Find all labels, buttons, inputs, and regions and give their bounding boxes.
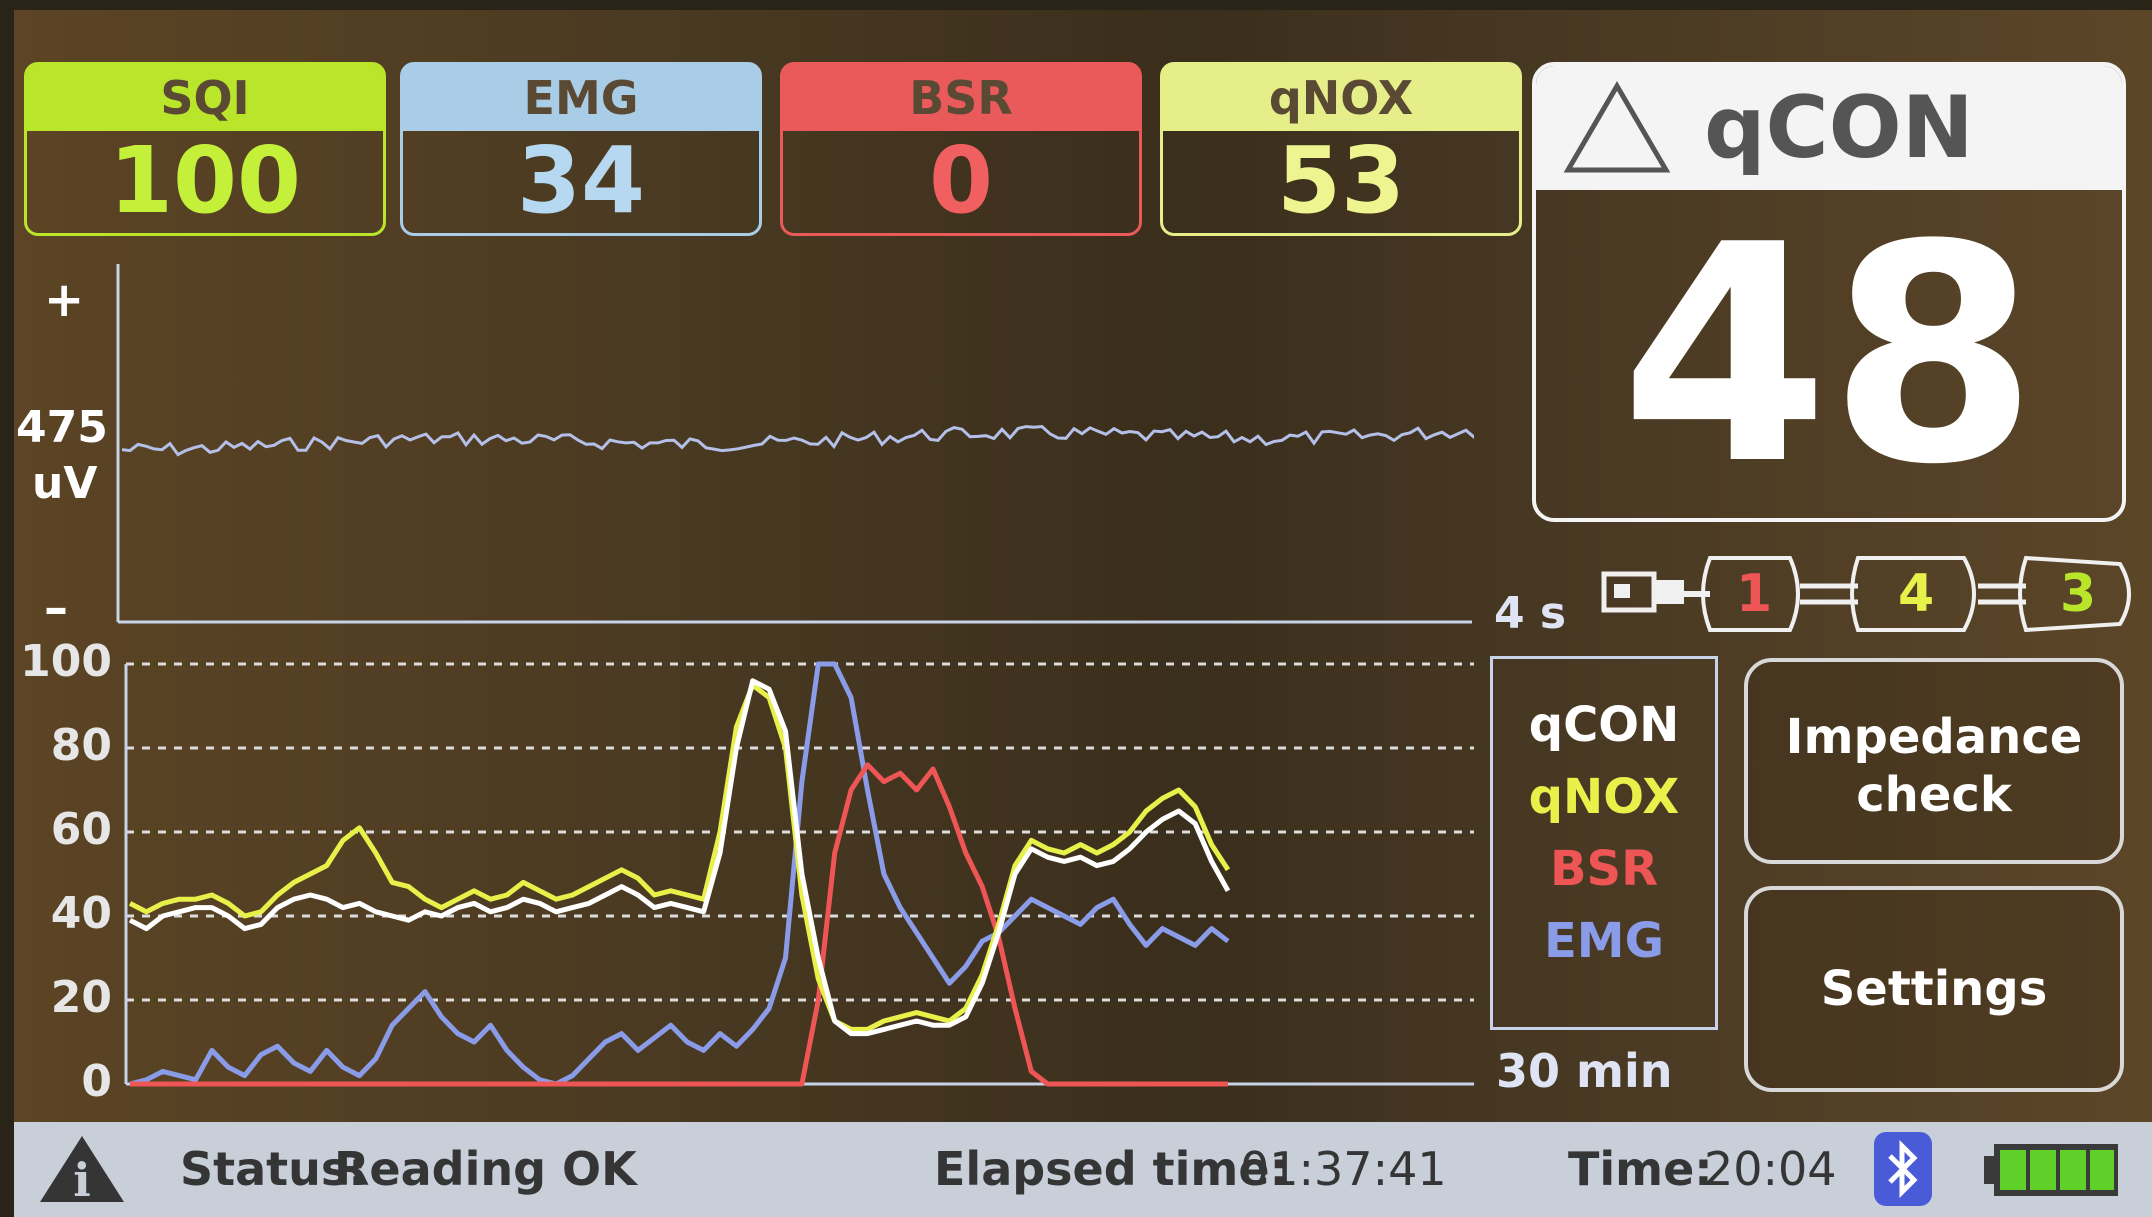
- status-value: Reading OK: [334, 1142, 637, 1196]
- eeg-scale-unit: uV: [32, 458, 98, 509]
- tile-bsr-label: BSR: [783, 65, 1139, 131]
- qcon-index-panel: qCON 48: [1532, 62, 2126, 522]
- electrode-2: 4: [1898, 564, 1935, 624]
- eeg-plus-label: +: [44, 272, 85, 328]
- tile-sqi: SQI 100: [24, 62, 386, 236]
- time-value: 20:04: [1704, 1142, 1837, 1196]
- tile-sqi-value: 100: [108, 127, 302, 234]
- trend-tick-80: 80: [50, 720, 112, 771]
- legend-qcon: qCON: [1528, 697, 1680, 753]
- status-bar: i Status: Reading OK Elapsed time: 01:37…: [14, 1122, 2152, 1217]
- qcon-header: qCON: [1536, 66, 2122, 190]
- series-bsr: [130, 762, 1228, 1087]
- elapsed-label: Elapsed time:: [934, 1142, 1288, 1196]
- series-qnox: [128, 682, 1231, 1032]
- tile-emg-value: 34: [516, 127, 646, 234]
- svg-text:i: i: [73, 1153, 90, 1207]
- tile-bsr: BSR 0: [780, 62, 1142, 236]
- info-triangle-icon: i: [40, 1136, 124, 1207]
- connector-icon: [1601, 571, 1684, 613]
- trend-tick-60: 60: [50, 804, 112, 855]
- series-qcon: [128, 678, 1231, 1037]
- battery-icon: [1984, 1144, 2118, 1196]
- trend-tick-40: 40: [50, 888, 112, 939]
- trend-time-label: 30 min: [1496, 1044, 1673, 1098]
- eeg-minus-label: –: [44, 580, 68, 636]
- electrode-cable: [1684, 555, 2131, 633]
- electrode-3: 3: [2060, 564, 2097, 624]
- elapsed-value: 01:37:41: [1240, 1142, 1447, 1196]
- tile-emg-label: EMG: [403, 65, 759, 131]
- trend-plot: [124, 661, 1474, 1087]
- electrode-1: 1: [1736, 564, 1773, 624]
- tile-qnox-label: qNOX: [1163, 65, 1519, 131]
- impedance-line2: check: [1856, 767, 2012, 823]
- qcon-value: 48: [1620, 181, 2038, 522]
- legend-qnox: qNOX: [1528, 769, 1680, 825]
- eeg-time-label: 4 s: [1494, 588, 1567, 639]
- trend-tick-0: 0: [81, 1056, 112, 1107]
- electrode-status: 1 4 3: [1600, 544, 2140, 644]
- tile-qnox-value: 53: [1276, 127, 1406, 234]
- tile-sqi-label: SQI: [27, 65, 383, 131]
- time-label: Time:: [1568, 1142, 1713, 1196]
- qcon-title: qCON: [1704, 78, 1974, 178]
- monitor-screen: SQI 100 EMG 34 BSR 0 qNOX 53 qCON 48 + 475 uV –…: [14, 10, 2152, 1217]
- trend-tick-100: 100: [20, 636, 112, 687]
- legend-bsr: BSR: [1549, 841, 1659, 897]
- trend-legend: qCON qNOX BSR EMG: [1490, 656, 1718, 1030]
- eeg-waveform: [116, 264, 1474, 624]
- series-emg: [129, 661, 1230, 1087]
- impedance-check-button[interactable]: Impedance check: [1744, 658, 2124, 864]
- warning-triangle-icon: [1563, 81, 1671, 173]
- bluetooth-icon: [1874, 1132, 1932, 1206]
- tile-qnox: qNOX 53: [1160, 62, 1522, 236]
- impedance-line1: Impedance: [1785, 709, 2083, 765]
- eeg-scale-value: 475: [16, 402, 108, 453]
- trend-tick-20: 20: [50, 972, 112, 1023]
- tile-emg: EMG 34: [400, 62, 762, 236]
- settings-label: Settings: [1820, 961, 2048, 1017]
- settings-button[interactable]: Settings: [1744, 886, 2124, 1092]
- tile-bsr-value: 0: [928, 127, 993, 234]
- legend-emg: EMG: [1544, 913, 1664, 969]
- status-label: Status:: [180, 1142, 367, 1196]
